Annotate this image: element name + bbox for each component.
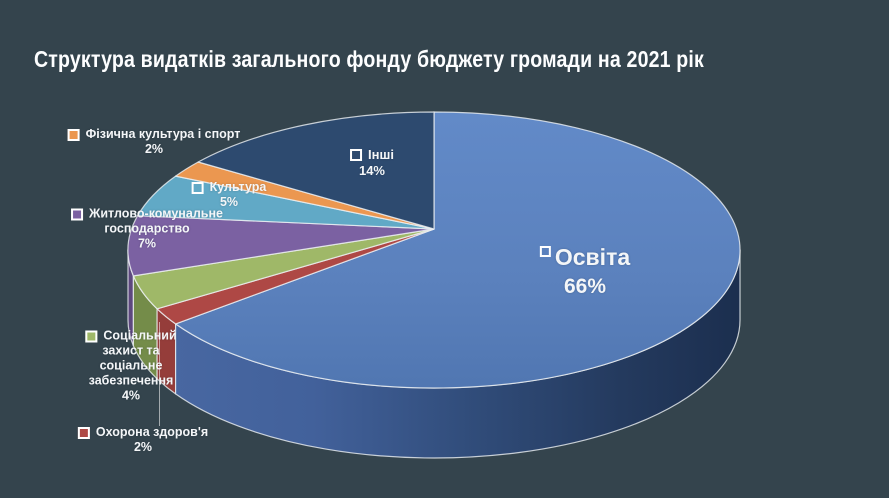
- data-label-text: Фізична культура і спорт: [85, 127, 241, 141]
- data-label-percent: 14%: [358, 163, 386, 178]
- legend-key-icon: [539, 246, 551, 257]
- data-label-text: Освіта: [554, 244, 631, 270]
- data-label-row: Культура: [191, 180, 267, 195]
- data-label-kultura: Культура 5%: [191, 180, 267, 210]
- data-label-sotsialnyi-zakhyst: Соціальний захист та соціальне забезпече…: [85, 328, 177, 404]
- data-label-text: забезпечення: [88, 373, 174, 388]
- chart-title: Структура видатків загального фонду бюдж…: [34, 46, 704, 72]
- data-label-row: Соціальний: [85, 328, 177, 344]
- data-label-zhytlovo-komunalne: Житлово-комунальне господарство 7%: [71, 207, 223, 252]
- data-label-percent: 2%: [144, 142, 164, 156]
- data-label-text: Інші: [368, 147, 394, 162]
- data-label-fizychna-kultura: Фізична культура і спорт 2%: [67, 127, 241, 157]
- pie-slice-inshi: [197, 111, 435, 230]
- data-label-percent: 5%: [219, 195, 239, 209]
- legend-key-icon: [350, 149, 363, 161]
- data-label-row: Освіта: [539, 243, 631, 272]
- data-label-row: Житлово-комунальне: [71, 207, 223, 222]
- data-label-row: Інші: [350, 147, 394, 163]
- data-label-text: господарство: [104, 221, 190, 236]
- legend-key-icon: [85, 330, 98, 342]
- data-label-okhorona-zdorovia: Охорона здоров'я 2%: [77, 425, 209, 455]
- data-label-text: захист та: [102, 343, 160, 358]
- legend-key-icon: [71, 208, 84, 220]
- data-label-text: Культура: [209, 180, 267, 194]
- data-label-row: Фізична культура і спорт: [67, 127, 241, 142]
- data-label-text: Соціальний: [103, 328, 177, 343]
- data-label-inshi: Інші 14%: [350, 147, 394, 179]
- data-label-percent: 4%: [121, 388, 141, 403]
- pie-slice-zhytlovo-komunalne: [127, 215, 435, 277]
- data-label-row: Охорона здоров'я: [77, 425, 209, 440]
- data-label-text: Житлово-комунальне: [89, 206, 223, 221]
- data-label-text: соціальне: [99, 358, 163, 373]
- pie-slices-group: [127, 111, 741, 459]
- data-label-percent: 7%: [137, 236, 157, 251]
- data-label-text: Охорона здоров'я: [95, 425, 209, 439]
- legend-key-icon: [67, 128, 80, 141]
- pie-slice-osvita: [175, 111, 741, 389]
- data-label-percent: 2%: [133, 440, 153, 454]
- label-leader-line-okhorona: [159, 322, 160, 426]
- data-label-percent: 66%: [563, 275, 607, 298]
- legend-key-icon: [77, 426, 90, 439]
- data-label-osvita: Освіта 66%: [539, 243, 631, 301]
- legend-key-icon: [191, 181, 204, 194]
